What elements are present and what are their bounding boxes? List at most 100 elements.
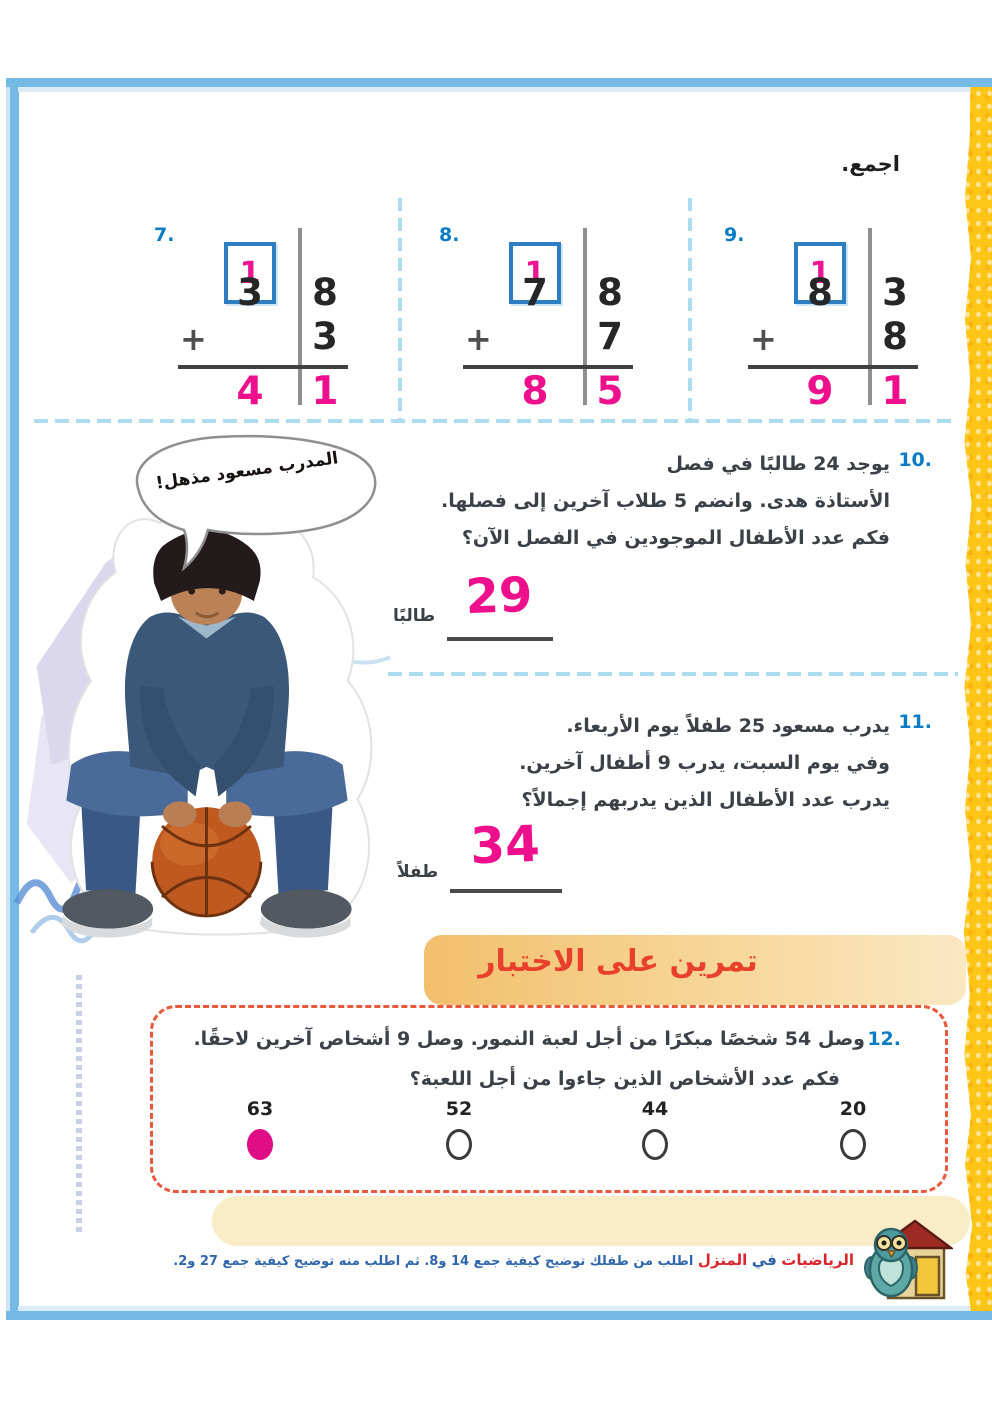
page-frame-top (6, 78, 992, 87)
place-value-line (583, 228, 587, 405)
sum-tens-digit: 8 (521, 369, 549, 414)
spine-microtext (76, 975, 82, 1233)
tens-digit: 7 (522, 271, 548, 314)
ones-digit: 8 (597, 271, 623, 314)
page-frame-left (10, 78, 19, 1320)
sum-line (463, 365, 633, 369)
carry-box[interactable]: 1 (224, 242, 276, 304)
jacket-collar (177, 616, 237, 639)
sum-ones-digit: 1 (881, 369, 909, 414)
note-text: اطلب من طفلك توضيح كيفية جمع 14 و8. ثم ا… (173, 1254, 694, 1269)
problem-number: 11. (898, 711, 932, 733)
left-shoe (62, 889, 154, 929)
basketball-seams (150, 807, 263, 918)
choice-bubble[interactable] (247, 1129, 273, 1160)
word-problem-10: 10. يوجد 24 طالبًا في فصل الأستاذة هدى. … (400, 446, 932, 557)
divider-vertical-2 (688, 198, 692, 420)
yellow-edge-band (963, 87, 992, 1311)
brand-word-2: في (751, 1251, 777, 1269)
handwritten-answer: 34 (469, 814, 541, 876)
answer-blank[interactable] (447, 637, 553, 641)
owl-right-pupil (896, 1240, 902, 1246)
word-problem-11: 11. يدرب مسعود 25 طفلاً يوم الأربعاء. وف… (400, 708, 932, 819)
page-frame-bottom (6, 1311, 992, 1320)
problem-text-line: وفي يوم السبت، يدرب 9 أطفال آخرين. (519, 752, 890, 774)
choice-bubble[interactable] (840, 1129, 866, 1160)
addition-problem-8: 8. 1 7 8 + 7 8 5 (437, 224, 637, 414)
addend-ones-digit: 3 (312, 315, 338, 358)
handwritten-answer: 29 (464, 566, 534, 626)
choice-value: 63 (246, 1098, 274, 1120)
choice-value: 20 (839, 1098, 867, 1120)
carry-box[interactable]: 1 (794, 242, 846, 304)
speech-bubble (135, 434, 377, 572)
test-practice-heading: تمرين على الاختبار (478, 944, 758, 979)
carry-digit: 1 (809, 255, 831, 291)
place-value-line (868, 228, 872, 405)
sum-tens-digit: 4 (236, 369, 264, 414)
smile (194, 611, 220, 619)
carry-box[interactable]: 1 (509, 242, 561, 304)
addend-ones-digit: 8 (882, 315, 908, 358)
problem-text-line: فكم عدد الأطفال الموجودين في الفصل الآن؟ (461, 527, 890, 549)
tens-digit: 3 (237, 271, 263, 314)
answer-choice-20: 20 (821, 1098, 885, 1160)
left-eye (188, 587, 196, 595)
choice-bubble[interactable] (642, 1129, 668, 1160)
problem-number: 10. (898, 449, 932, 471)
sum-ones-digit: 5 (596, 369, 624, 414)
divider-horizontal-1 (34, 419, 956, 423)
answer-choice-44: 44 (623, 1098, 687, 1160)
ones-digit: 3 (882, 271, 908, 314)
sum-line (748, 365, 918, 369)
page-frame-bottom-inner (18, 1306, 992, 1311)
carry-digit: 1 (524, 255, 546, 291)
right-hand (218, 801, 252, 828)
answer-choice-63: 63 (228, 1098, 292, 1160)
left-hand (163, 801, 197, 828)
addition-problem-9: 9. 1 8 3 + 8 9 1 (722, 224, 922, 414)
owl-beak (886, 1250, 897, 1259)
problem-number: 8. (439, 224, 460, 246)
house-door (914, 1255, 941, 1297)
problem-text-line: وصل 54 شخصًا مبكرًا من أجل لعبة النمور. … (193, 1028, 865, 1050)
answer-blank[interactable] (450, 889, 562, 893)
owl-house-icon (864, 1219, 953, 1300)
problem-text-line: يوجد 24 طالبًا في فصل (666, 453, 890, 475)
choice-value: 44 (641, 1098, 669, 1120)
answer-unit: طالبًا (393, 606, 436, 626)
page-frame-left-outer (6, 78, 10, 1320)
brand-word-3: المنزل (697, 1251, 748, 1269)
right-arm (213, 685, 274, 797)
section-instruction: اجمع. (841, 152, 900, 176)
test-practice-band (424, 935, 966, 1005)
page-frame-top-inner (18, 87, 992, 92)
problem-text-line: يدرب عدد الأطفال الذين يدربهم إجمالاً؟ (521, 789, 891, 811)
carry-digit: 1 (239, 255, 261, 291)
left-arm (140, 685, 201, 797)
test-practice-problem-12: 12. وصل 54 شخصًا مبكرًا من أجل لعبة النم… (150, 1005, 948, 1193)
right-sole (259, 914, 351, 938)
speech-bubble-outline (135, 434, 377, 572)
tens-digit: 8 (807, 271, 833, 314)
boy-with-basketball-illustration (13, 504, 391, 944)
math-at-home-note: الرياضيات في المنزل اطلب من طفلك توضيح ك… (173, 1251, 854, 1269)
owl-left-pupil (881, 1240, 887, 1246)
problem-number: 7. (154, 224, 175, 246)
problem-text-line: فكم عدد الأشخاص الذين جاءوا من أجل اللعب… (409, 1068, 840, 1090)
problem-number: 9. (724, 224, 745, 246)
sum-line (178, 365, 348, 369)
choice-bubble[interactable] (446, 1129, 472, 1160)
hair (153, 529, 261, 601)
problem-text-line: الأستاذة هدى. وانضم 5 طلاب آخرين إلى فصل… (441, 490, 890, 512)
sum-tens-digit: 9 (806, 369, 834, 414)
plus-sign: + (750, 320, 777, 358)
addition-problem-7: 7. 1 3 8 + 3 4 1 (152, 224, 352, 414)
owl-chest (877, 1258, 905, 1288)
divider-horizontal-2 (388, 672, 958, 676)
divider-vertical-1 (398, 198, 402, 420)
left-shin (81, 799, 141, 896)
answer-choice-52: 52 (427, 1098, 491, 1160)
addend-ones-digit: 7 (597, 315, 623, 358)
